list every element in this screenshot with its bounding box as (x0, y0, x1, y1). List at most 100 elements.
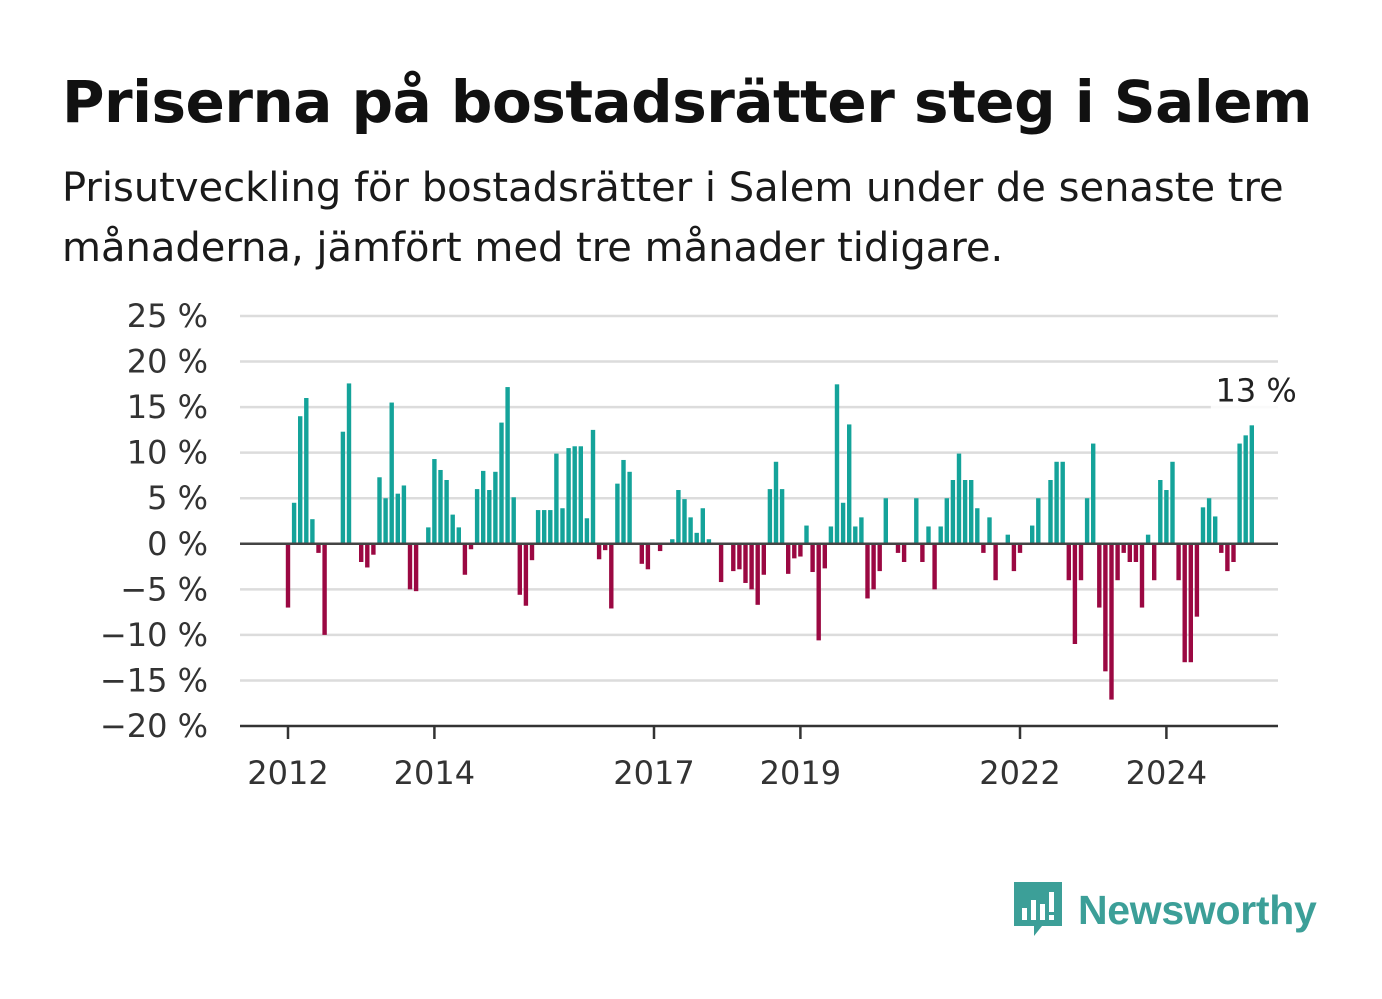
bar (743, 543, 748, 583)
bar (346, 383, 352, 544)
bar (877, 543, 882, 572)
bar (956, 453, 962, 544)
bar (322, 543, 327, 635)
bar (1164, 490, 1169, 544)
x-tick-label: 2019 (760, 754, 841, 792)
bar (969, 480, 974, 544)
bar (755, 543, 760, 605)
bar (834, 384, 840, 544)
bar (798, 543, 803, 557)
bar-series (285, 383, 1254, 700)
bar (487, 490, 492, 544)
bar (828, 526, 834, 544)
bar (474, 489, 480, 544)
bar (1243, 435, 1248, 544)
bar (1225, 543, 1230, 572)
bar (987, 517, 992, 544)
bar (285, 543, 291, 608)
bar (1152, 543, 1157, 581)
x-tick-label: 2017 (613, 754, 694, 792)
bar (542, 510, 547, 544)
bar (761, 543, 766, 575)
bar (1060, 461, 1065, 544)
bar (786, 543, 791, 574)
bar (401, 485, 407, 544)
y-tick-label: 5 % (147, 479, 208, 517)
bar (304, 398, 309, 544)
y-tick-label: 25 % (127, 297, 208, 335)
page-subtitle: Prisutveckling för bostadsrätter i Salem… (62, 165, 1284, 271)
bar (639, 543, 644, 564)
bar (1115, 543, 1120, 581)
bar (1188, 543, 1193, 663)
y-tick-label: 10 % (127, 434, 208, 472)
bar (804, 525, 809, 544)
bar (1249, 425, 1254, 544)
bar (1170, 461, 1175, 544)
bar (377, 477, 382, 544)
bar (718, 543, 724, 583)
bar (926, 526, 931, 544)
bar (1097, 543, 1102, 608)
bar (505, 387, 510, 544)
bar (914, 498, 919, 544)
bar (615, 483, 620, 544)
x-tick-label: 2012 (247, 754, 328, 792)
bar (493, 471, 498, 544)
bar (291, 502, 297, 544)
bar (1011, 543, 1017, 572)
bar (737, 543, 742, 570)
bar (456, 527, 461, 544)
bar (975, 508, 980, 544)
bar (371, 543, 376, 555)
bar (688, 517, 693, 544)
y-tick-label: 20 % (127, 343, 208, 381)
bar (859, 517, 864, 544)
bar (993, 543, 998, 581)
bar (1091, 443, 1096, 544)
y-tick-label: −10 % (100, 616, 208, 654)
bar (1200, 507, 1206, 544)
bar (1194, 543, 1200, 617)
bar (590, 429, 596, 544)
x-tick-label: 2024 (1126, 754, 1207, 792)
y-grid (240, 314, 1278, 682)
bar (413, 543, 419, 592)
page-title: Priserna på bostadsrätter steg i Salem (62, 68, 1312, 136)
bar (426, 527, 431, 544)
x-tick-label: 2014 (394, 754, 475, 792)
bar (938, 526, 943, 544)
bar (1237, 443, 1242, 544)
bar (1072, 543, 1078, 644)
bar (1109, 543, 1114, 700)
bar (682, 499, 687, 544)
bar (603, 543, 608, 551)
bar (657, 543, 663, 552)
bar (1133, 543, 1139, 562)
bar (1017, 543, 1023, 553)
bar (981, 543, 986, 553)
bar (1139, 543, 1145, 608)
bar (566, 448, 571, 544)
bar (700, 508, 705, 544)
y-tick-label: −5 % (120, 570, 208, 608)
bar (316, 543, 321, 553)
bar (535, 510, 541, 544)
bar (792, 543, 797, 559)
newsworthy-logo: Newsworthy (1012, 880, 1317, 940)
newsworthy-bar-chart-icon (1014, 882, 1062, 936)
bar (920, 543, 925, 562)
bar (950, 480, 956, 544)
bar (1054, 461, 1059, 544)
y-tick-label: 15 % (127, 388, 208, 426)
bar (1084, 498, 1090, 544)
bar (767, 489, 773, 544)
bar (1127, 543, 1132, 562)
bar (810, 543, 815, 573)
bar (1213, 516, 1218, 544)
bar (779, 489, 785, 544)
annotation-background (1210, 371, 1307, 412)
bar (1066, 543, 1071, 581)
bar (1103, 543, 1108, 672)
bar (676, 490, 681, 544)
